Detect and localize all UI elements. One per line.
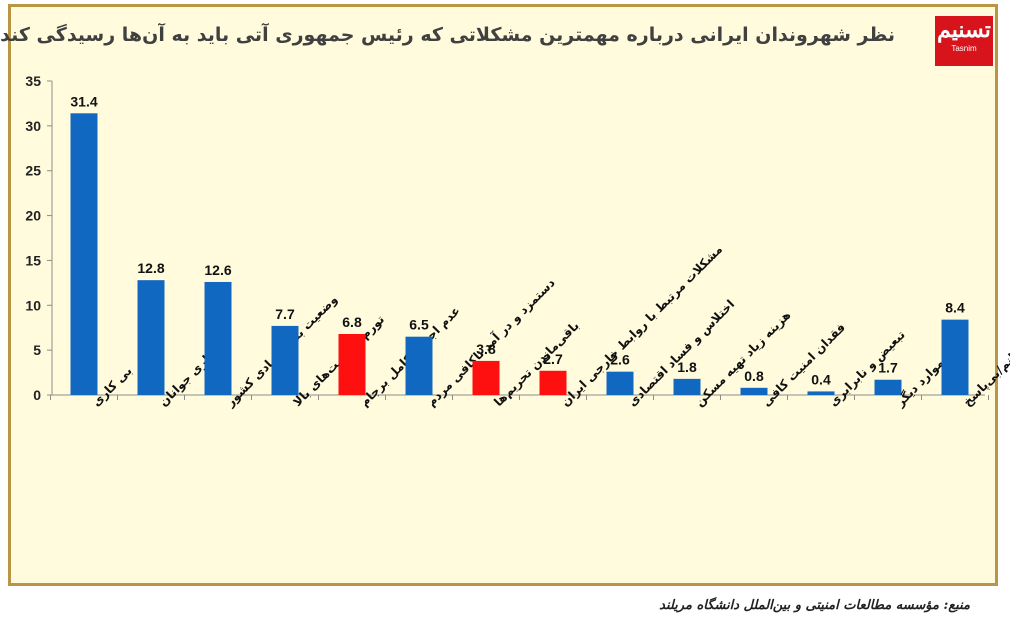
bar xyxy=(874,379,902,395)
data-label: 3.8 xyxy=(476,341,496,357)
data-label: 1.8 xyxy=(677,359,697,375)
logo-mark: تسنیم xyxy=(937,17,991,43)
y-tick-label: 0 xyxy=(33,387,41,403)
data-label: 6.8 xyxy=(342,314,362,330)
bar xyxy=(673,378,701,395)
bar xyxy=(606,371,634,395)
bar xyxy=(338,333,366,395)
chart-frame xyxy=(8,4,998,586)
data-label: 7.7 xyxy=(275,306,295,322)
bar xyxy=(70,113,98,395)
y-tick-label: 10 xyxy=(25,297,41,313)
data-label: 0.8 xyxy=(744,368,764,384)
data-label: 12.8 xyxy=(137,260,164,276)
y-tick-label: 20 xyxy=(25,208,41,224)
data-label: 12.6 xyxy=(204,262,231,278)
data-label: 31.4 xyxy=(70,93,97,109)
data-label: 2.6 xyxy=(610,352,630,368)
bar xyxy=(740,387,768,395)
data-label: 0.4 xyxy=(811,371,831,387)
chart-title: نظر شهروندان ایرانی درباره مهمترین مشکلا… xyxy=(0,24,895,46)
y-tick-label: 5 xyxy=(33,342,41,358)
source-note: منبع: مؤسسه مطالعات امنیتی و بین‌الملل د… xyxy=(659,598,970,613)
y-tick-label: 25 xyxy=(25,163,41,179)
bar xyxy=(137,280,165,395)
tasnim-logo: تسنیم Tasnim xyxy=(935,16,993,66)
bar xyxy=(204,281,232,395)
logo-brand: Tasnim xyxy=(951,44,977,53)
bar xyxy=(472,360,500,395)
data-label: 1.7 xyxy=(878,360,898,376)
bar xyxy=(271,325,299,395)
bar xyxy=(539,370,567,395)
y-tick-label: 35 xyxy=(25,73,41,89)
bar xyxy=(941,319,969,395)
bar xyxy=(807,391,835,395)
data-label: 8.4 xyxy=(945,300,965,316)
bar xyxy=(405,336,433,395)
data-label: 2.7 xyxy=(543,351,563,367)
y-tick-label: 15 xyxy=(25,252,41,268)
data-label: 6.5 xyxy=(409,317,429,333)
y-tick-label: 30 xyxy=(25,118,41,134)
